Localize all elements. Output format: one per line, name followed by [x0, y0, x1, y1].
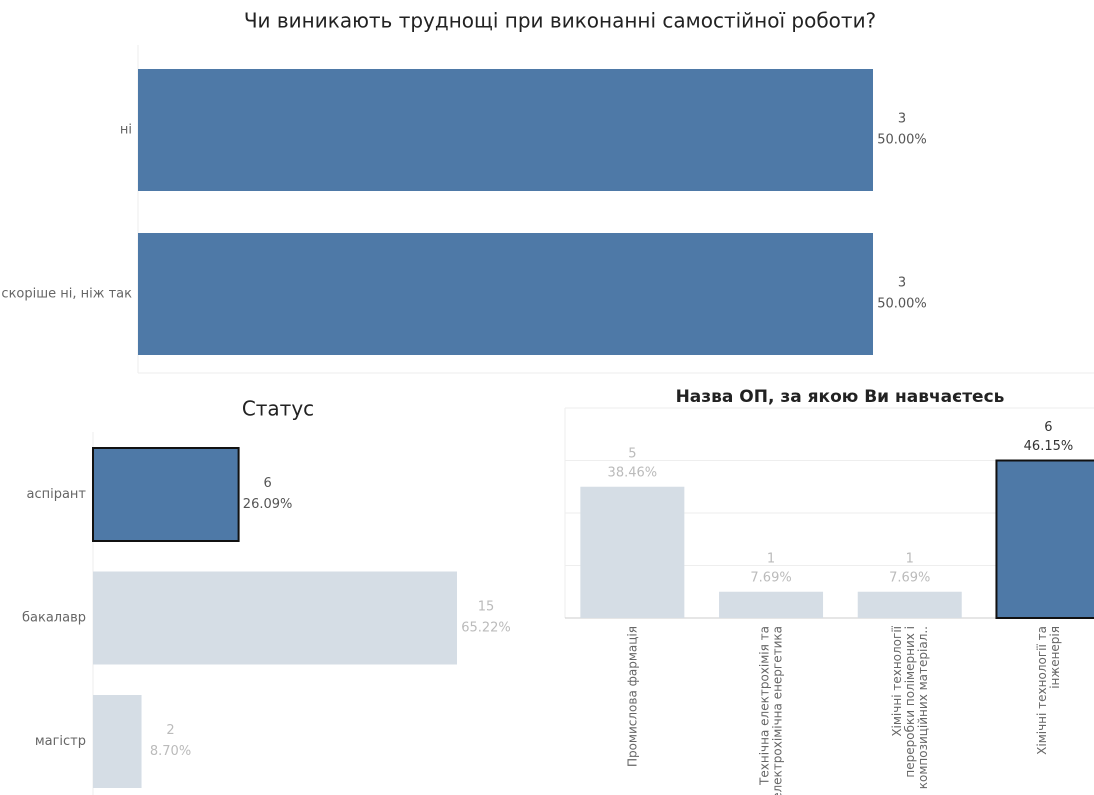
category-line: електрохімічна енергетика	[770, 626, 784, 795]
category-line: Хімічні технології	[889, 625, 903, 736]
value-label: 6	[1044, 420, 1052, 435]
value-label: 1	[906, 551, 914, 566]
category-line: композиційних матеріал..	[915, 626, 929, 789]
percent-label: 50.00%	[877, 133, 927, 148]
category-line: переробки полімерних і	[902, 626, 916, 778]
value-label: 15	[478, 600, 495, 615]
percent-label: 26.09%	[243, 497, 293, 512]
percent-label: 50.00%	[877, 297, 927, 312]
bar	[138, 233, 873, 355]
category-label: бакалавр	[22, 611, 86, 626]
bar	[719, 591, 824, 618]
bar	[995, 459, 1094, 619]
bar	[93, 571, 457, 665]
category-label: Технічна електрохімія таелектрохімічна е…	[757, 626, 784, 795]
value-label: 5	[628, 446, 636, 461]
category-label: аспірант	[26, 487, 86, 502]
value-label: 3	[898, 112, 906, 127]
bar	[580, 486, 685, 618]
category-line: Хімічні технології та	[1034, 626, 1048, 755]
percent-label: 46.15%	[1024, 439, 1074, 454]
category-label: ні	[120, 123, 132, 138]
category-label: скоріше ні, ніж так	[1, 287, 132, 302]
value-label: 3	[898, 276, 906, 291]
bar	[92, 447, 240, 542]
percent-label: 7.69%	[750, 570, 791, 585]
value-label: 2	[166, 723, 174, 738]
percent-label: 8.70%	[150, 744, 191, 759]
percent-label: 7.69%	[889, 570, 930, 585]
bar	[138, 69, 873, 191]
percent-label: 38.46%	[608, 465, 658, 480]
value-label: 6	[263, 476, 271, 491]
category-label: магістр	[35, 734, 86, 749]
percent-label: 65.22%	[461, 621, 511, 636]
category-label: Промислова фармація	[625, 626, 639, 767]
category-label: Хімічні технології таінженерія	[1034, 626, 1061, 755]
category-line: інженерія	[1047, 626, 1061, 689]
chart-title: Статус	[242, 397, 314, 421]
category-line: Промислова фармація	[625, 626, 639, 767]
bar	[93, 695, 142, 788]
chart-title: Назва ОП, за якою Ви навчаєтесь	[676, 387, 1005, 407]
category-label: Хімічні технологіїпереробки полімерних і…	[889, 625, 929, 789]
category-line: Технічна електрохімія та	[757, 626, 771, 786]
chart-title: Чи виникають труднощі при виконанні само…	[244, 9, 876, 33]
bar	[857, 591, 962, 618]
value-label: 1	[767, 551, 775, 566]
